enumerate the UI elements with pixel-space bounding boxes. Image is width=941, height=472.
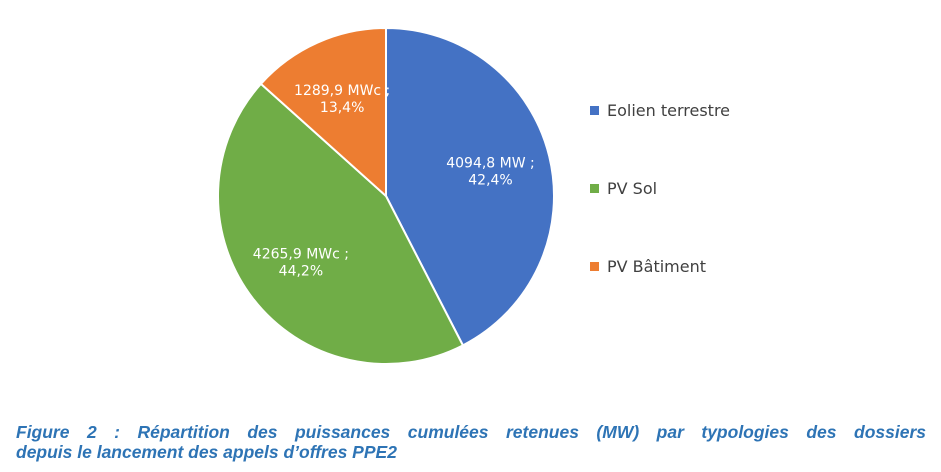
pie-chart: 4094,8 MW ; 42,4% 4265,9 MWc ; 44,2% 1289,9 … bbox=[217, 26, 730, 365]
pie-chart-svg: 4094,8 MW ; 42,4% 4265,9 MWc ; 44,2% 1289,9 … bbox=[217, 26, 555, 365]
legend-item: PV Bâtiment bbox=[590, 252, 730, 280]
legend-item: Eolien terrestre bbox=[590, 96, 730, 124]
figure-caption: Figure 2 : Répartition des puissances cu… bbox=[16, 422, 926, 462]
legend-label: Eolien terrestre bbox=[607, 100, 731, 120]
slice-data-label: 4094,8 MW ; 42,4% bbox=[446, 156, 535, 189]
legend-label: PV Bâtiment bbox=[607, 256, 707, 276]
caption-line-2: depuis le lancement des appels d’offres … bbox=[16, 442, 397, 462]
legend-item: PV Sol bbox=[590, 174, 730, 202]
legend-swatch bbox=[590, 183, 599, 193]
caption-line-1: Figure 2 : Répartition des puissances cu… bbox=[16, 422, 926, 442]
pie-slice-eolien-terrestre bbox=[385, 26, 555, 347]
pie-slice-pv-sol bbox=[217, 82, 465, 365]
slice-data-label: 4265,9 MWc ; 44,2% bbox=[253, 247, 349, 280]
legend-label: PV Sol bbox=[607, 178, 658, 198]
pie-slice-pv-b-timent bbox=[259, 26, 387, 199]
slice-data-label: 1289,9 MWc ; 13,4% bbox=[294, 83, 390, 116]
chart-legend: Eolien terrestre PV Sol PV Bâtiment bbox=[590, 96, 730, 330]
legend-swatch bbox=[590, 261, 599, 271]
legend-swatch bbox=[590, 105, 599, 115]
